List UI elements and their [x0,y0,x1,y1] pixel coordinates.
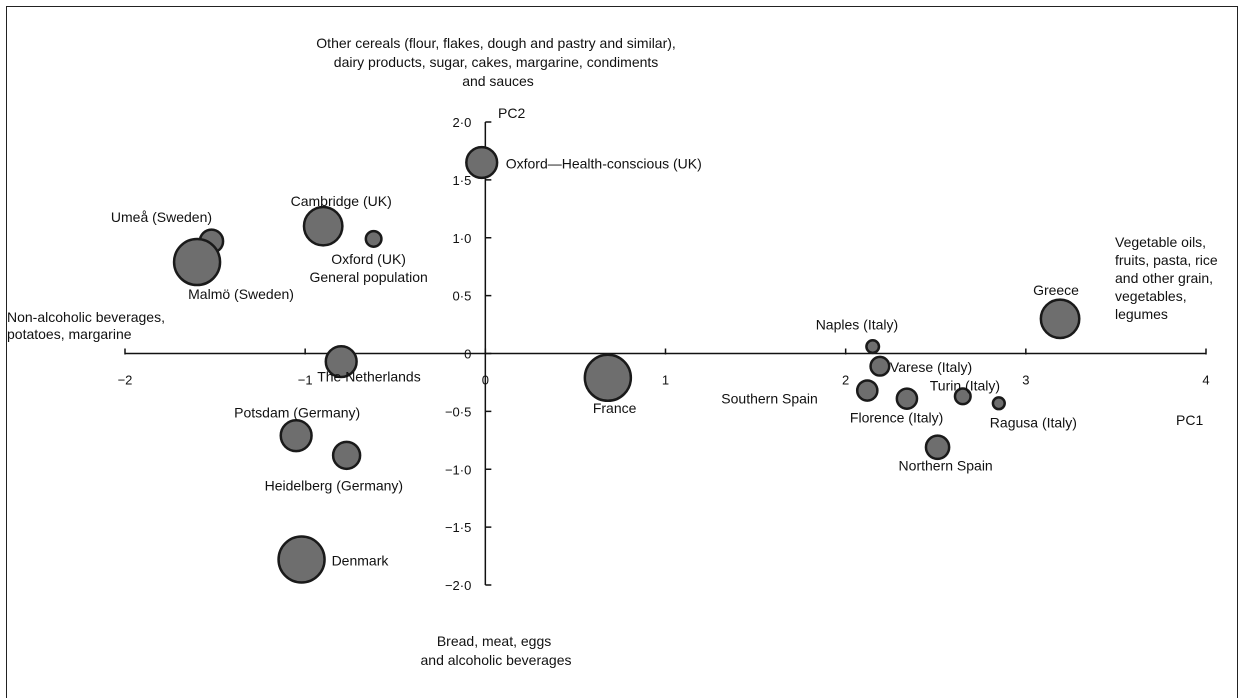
x-tick-label: 4 [1202,373,1209,388]
y-tick-label: 1·0 [453,231,472,246]
x-tick-label: 0 [482,373,489,388]
point-labels: Oxford—Health-conscious (UK) Cambridge (U… [111,156,1079,569]
annotation-right-line: legumes [1115,306,1168,322]
data-point [924,434,951,461]
x-tick-label: −2 [118,373,133,388]
point-label: Oxford—Health-conscious (UK) [506,156,702,172]
chart-frame [6,6,1238,698]
annotation-top-line: Other cereals (flour, flakes, dough and … [316,35,676,51]
point-label: Ragusa (Italy) [990,414,1077,430]
point-label: Denmark [332,553,390,569]
point-label: Greece [1033,282,1079,298]
y-tick-label: 1·5 [453,173,472,188]
data-point [869,355,891,377]
point-label: Potsdam (Germany) [234,405,360,421]
point-label: Turin (Italy) [930,377,1000,393]
point-label: Naples (Italy) [816,317,898,333]
data-point [1039,298,1081,340]
data-point [865,339,881,355]
x-tick-label: −1 [298,373,313,388]
annotation-right: Vegetable oils, fruits, pasta, rice and … [1115,234,1222,322]
point-label: The Netherlands [317,369,421,385]
point-label: Umeå (Sweden) [111,209,212,225]
point-label: Heidelberg (Germany) [265,477,404,493]
point-label: Florence (Italy) [850,410,943,426]
data-point [364,229,383,248]
annotation-top: Other cereals (flour, flakes, dough and … [316,35,679,89]
point-label: Malmö (Sweden) [188,286,294,302]
x-axis-label: PC1 [1176,412,1203,428]
y-tick-label: 2·0 [453,115,472,130]
y-tick-label: −0·5 [445,404,471,419]
point-label: Northern Spain [899,457,993,473]
annotation-left-line: potatoes, margarine [7,326,132,342]
point-label: Oxford (UK) General population [309,251,427,285]
annotation-left-line: Non-alcoholic beverages, [7,309,165,325]
annotation-top-line: and sauces [462,73,534,89]
x-tick-label: 1 [662,373,669,388]
y-tick-label: −2·0 [445,578,471,593]
data-points [172,145,1081,584]
y-tick-label: 0 [464,347,471,362]
annotation-top-line: dairy products, sugar, cakes, margarine,… [334,54,659,70]
data-point [465,145,499,180]
y-axis-label: PC2 [498,105,525,121]
data-point [583,353,633,403]
point-label: Southern Spain [721,391,818,407]
data-point [172,237,222,287]
annotation-right-line: Vegetable oils, [1115,234,1206,250]
axes: −2 −1 0 1 2 3 4 2·01·51·00·50−0·5−1·0−1·5−2·0 … [118,105,1210,593]
data-point [324,344,358,379]
y-tick-label: 0·5 [453,289,472,304]
point-label: France [593,400,637,416]
data-point [953,387,972,406]
y-tick-label: −1·0 [445,462,471,477]
data-point [895,387,919,410]
axis-annotations: Other cereals (flour, flakes, dough and … [7,35,1222,668]
annotation-bottom-line: Bread, meat, eggs [437,633,551,649]
annotation-bottom-line: and alcoholic beverages [421,652,572,668]
data-point [277,535,326,584]
data-point [855,379,879,402]
annotation-right-line: and other grain, [1115,270,1213,286]
data-point [331,440,362,471]
point-label: Varese (Italy) [890,359,972,375]
data-point [991,396,1006,411]
x-ticks: −2 −1 0 1 2 3 4 [118,348,1210,388]
data-point [302,205,344,247]
y-ticks: 2·0 1·5 1·0 0·5 0 −0·5 −1·0 −1·5 −2·0 [445,115,492,593]
data-point [279,419,313,453]
x-tick-label: 2 [842,373,849,388]
annotation-bottom: Bread, meat, eggs and alcoholic beverage… [421,633,572,668]
y-tick-label: −1·5 [445,520,471,535]
annotation-right-line: fruits, pasta, rice [1115,252,1218,268]
x-tick-label: 3 [1022,373,1029,388]
annotation-left: Non-alcoholic beverages, potatoes, marga… [7,309,169,342]
point-label: Cambridge (UK) [291,193,392,209]
annotation-right-line: vegetables, [1115,288,1187,304]
